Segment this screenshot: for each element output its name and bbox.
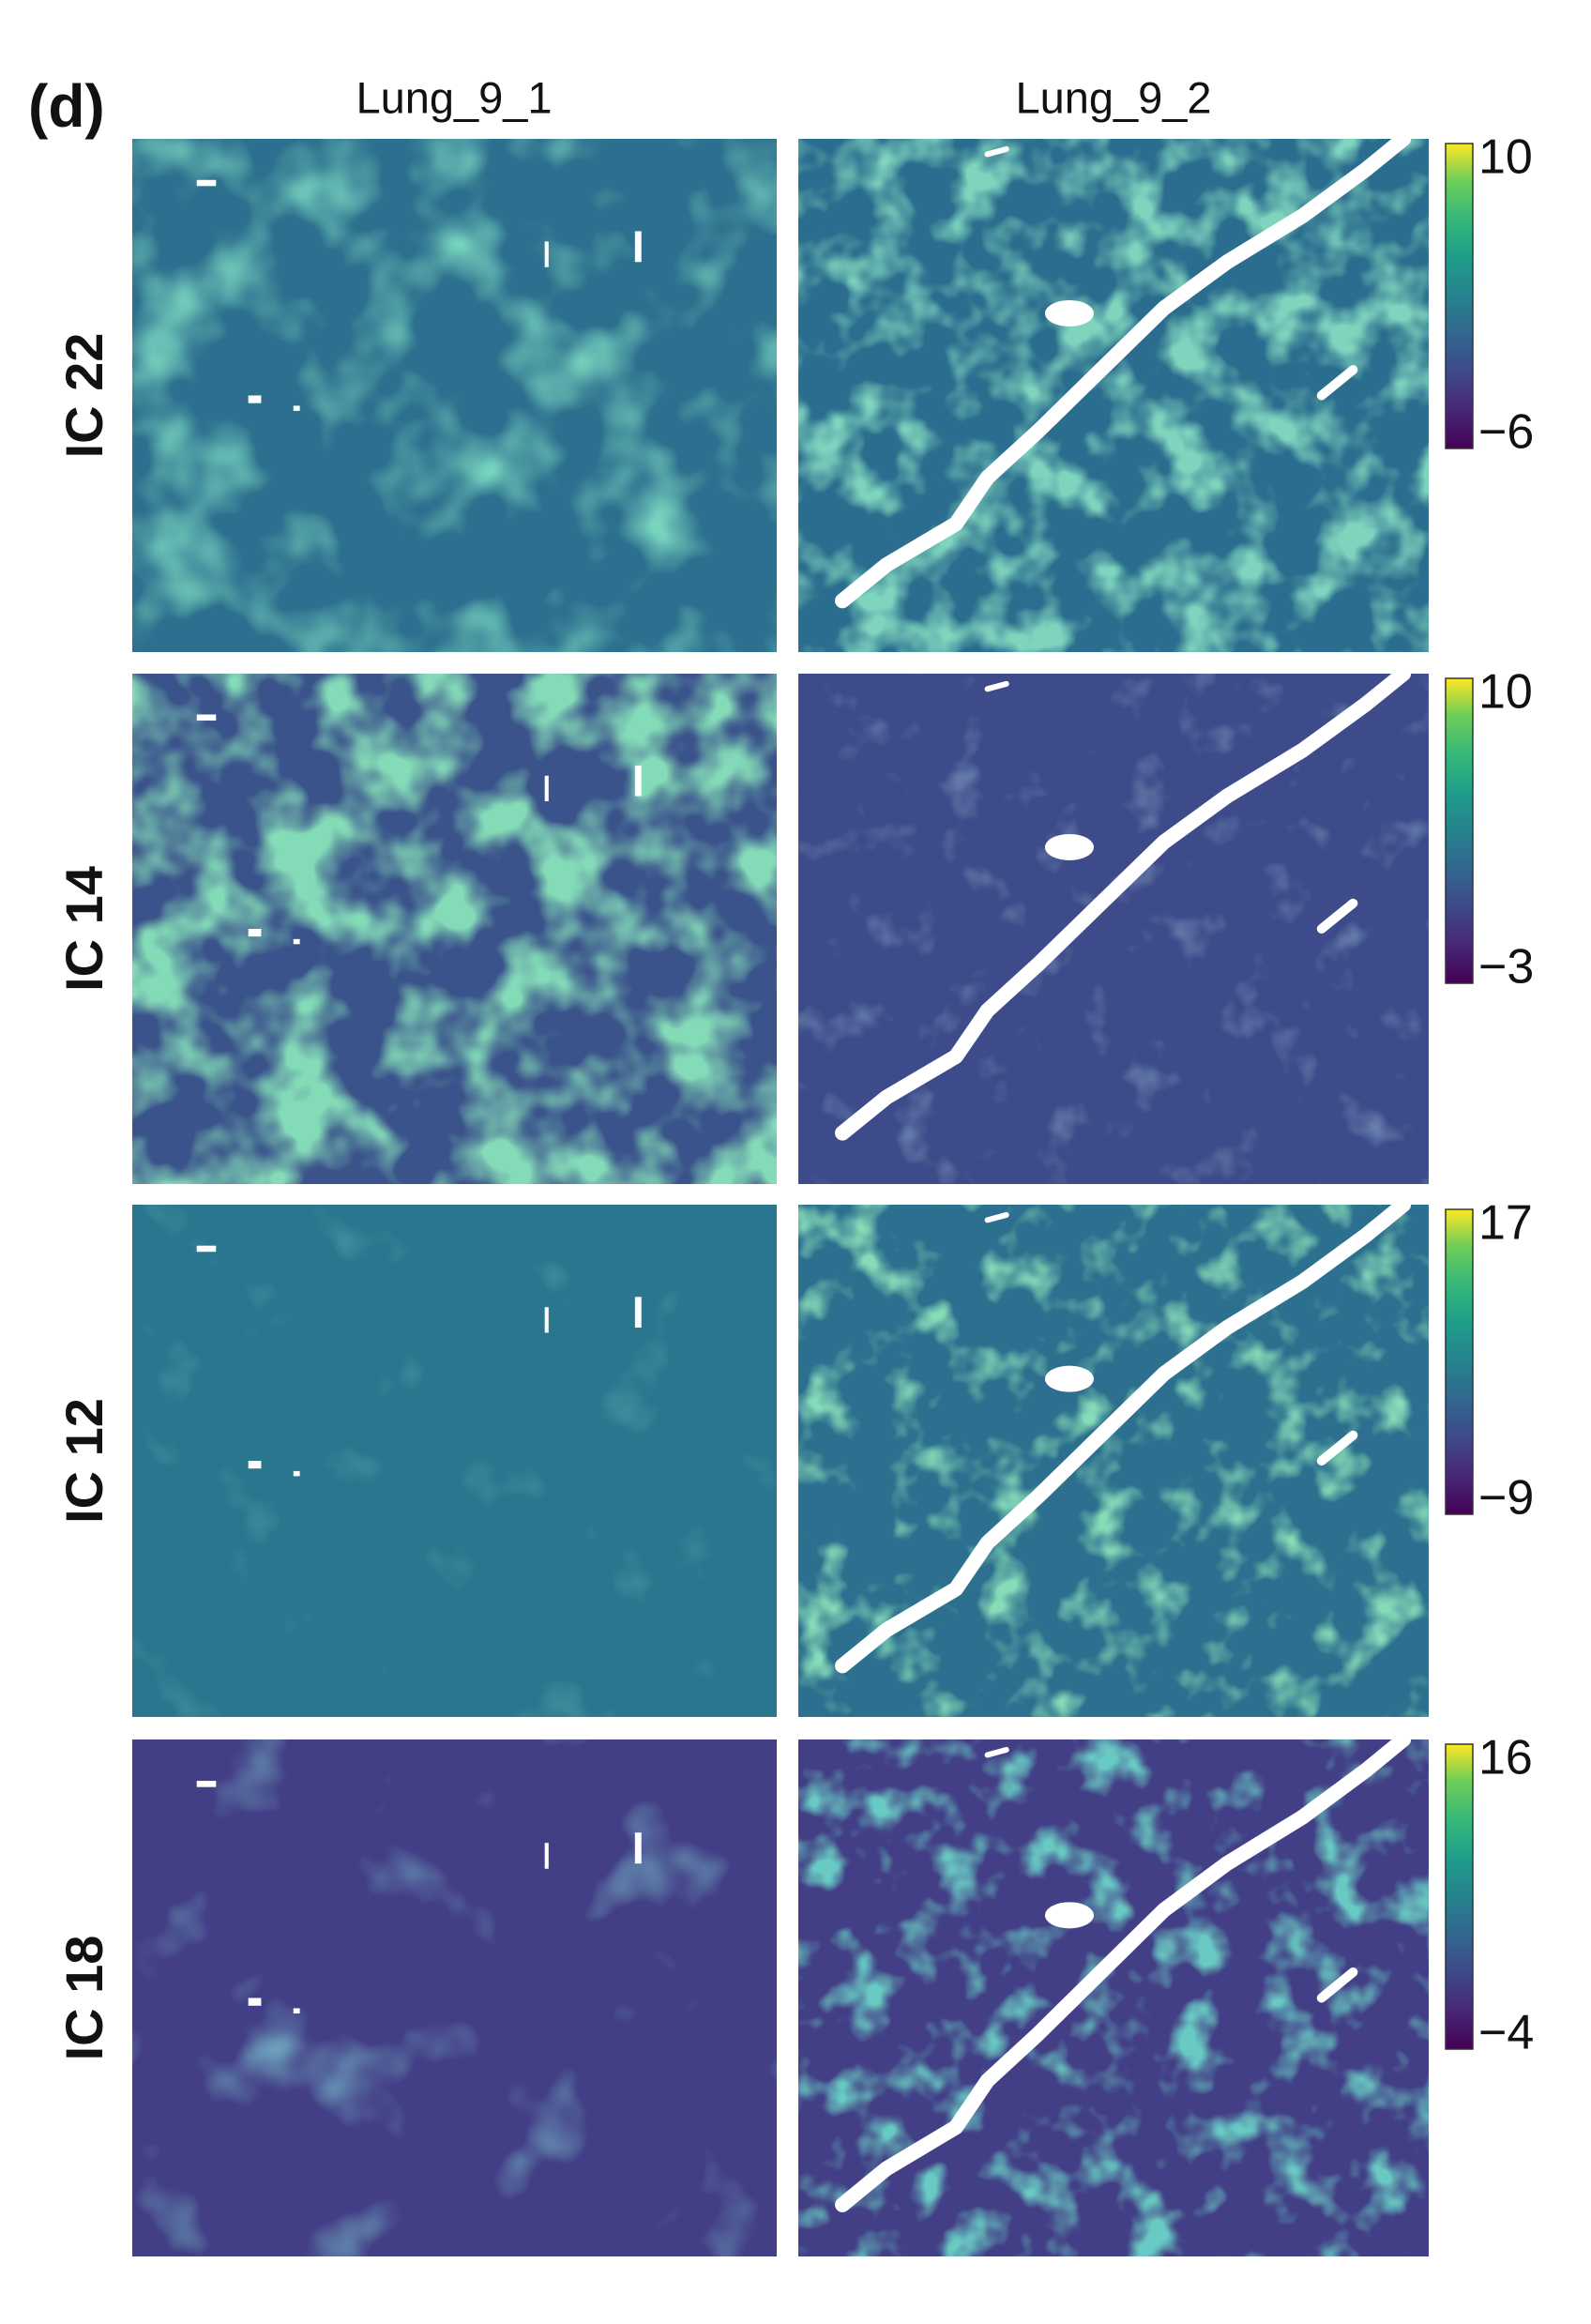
- tissue-gap: [248, 395, 262, 403]
- heatmap-texture: [132, 674, 777, 1184]
- heatmap-panel: [798, 1197, 1429, 1717]
- heatmap-panel: [132, 1205, 777, 1717]
- colorbar-tick-label: −3: [1478, 940, 1534, 995]
- tissue-gap: [544, 1307, 549, 1333]
- panel-label: (d): [28, 72, 105, 140]
- tissue-gap: [1316, 1430, 1358, 1466]
- tissue-gap: [248, 929, 262, 937]
- tissue-gap: [544, 775, 549, 801]
- heatmap-panel: [132, 139, 777, 652]
- tissue-gap: [1316, 365, 1358, 401]
- tissue-gap: [1044, 1365, 1094, 1392]
- tissue-gap: [293, 1470, 300, 1477]
- row-label: IC 18: [54, 1936, 114, 2061]
- colorbar: [1445, 677, 1474, 984]
- tissue-gap: [544, 1843, 549, 1869]
- heatmap-texture: [798, 674, 1429, 1184]
- tissue-gap: [984, 1211, 1009, 1223]
- column-title: Lung_9_1: [356, 72, 552, 122]
- tissue-gap: [1316, 898, 1358, 934]
- tissue-gap: [634, 1297, 642, 1329]
- tissue-gap: [248, 1461, 262, 1469]
- tissue-gap: [544, 241, 549, 267]
- row-label: IC 12: [54, 1398, 114, 1524]
- tissue-gap: [293, 2008, 300, 2014]
- tissue-gap: [293, 938, 300, 945]
- tissue-gap: [196, 179, 217, 187]
- colorbar-tick-label: −6: [1478, 405, 1534, 460]
- colorbar: [1445, 143, 1474, 449]
- heatmap-texture: [798, 1205, 1429, 1717]
- tissue-gap: [634, 765, 642, 797]
- heatmap-panel: [798, 131, 1429, 652]
- tissue-gap: [196, 714, 217, 722]
- heatmap-panel: [798, 666, 1429, 1184]
- column-title: Lung_9_2: [1015, 72, 1211, 122]
- tissue-gap: [248, 1997, 262, 2006]
- colorbar-tick-label: 16: [1478, 1731, 1533, 1785]
- colorbar-tick-label: −9: [1478, 1471, 1534, 1526]
- tissue-gap: [293, 405, 300, 411]
- tissue-gap: [1044, 833, 1094, 860]
- colorbar-tick-label: 17: [1478, 1196, 1533, 1251]
- tissue-gap: [634, 231, 642, 263]
- heatmap-texture: [798, 139, 1429, 652]
- colorbar-tick-label: 10: [1478, 130, 1533, 185]
- colorbar: [1445, 1743, 1474, 2050]
- colorbar: [1445, 1208, 1474, 1515]
- heatmap-texture: [132, 1205, 777, 1717]
- heatmap-texture: [132, 1739, 777, 2256]
- tissue-gap: [835, 131, 1412, 609]
- tissue-gap: [984, 1747, 1009, 1758]
- tissue-gap: [1316, 1967, 1358, 2003]
- tissue-gap: [196, 1245, 217, 1253]
- heatmap-panel: [132, 674, 777, 1184]
- tissue-gap: [835, 666, 1412, 1141]
- tissue-gap: [835, 1732, 1412, 2212]
- tissue-gap: [1044, 299, 1094, 327]
- heatmap-texture: [132, 139, 777, 652]
- tissue-gap: [196, 1781, 217, 1787]
- colorbar-tick-label: 10: [1478, 665, 1533, 720]
- row-label: IC 14: [54, 866, 114, 992]
- row-label: IC 22: [54, 333, 114, 459]
- tissue-gap: [1044, 1902, 1094, 1929]
- heatmap-texture: [798, 1739, 1429, 2256]
- tissue-gap: [984, 680, 1009, 692]
- tissue-gap: [634, 1832, 642, 1864]
- colorbar-tick-label: −4: [1478, 2006, 1534, 2060]
- heatmap-panel: [132, 1739, 777, 2256]
- tissue-gap: [984, 145, 1009, 158]
- tissue-gap: [835, 1197, 1412, 1674]
- heatmap-panel: [798, 1732, 1429, 2256]
